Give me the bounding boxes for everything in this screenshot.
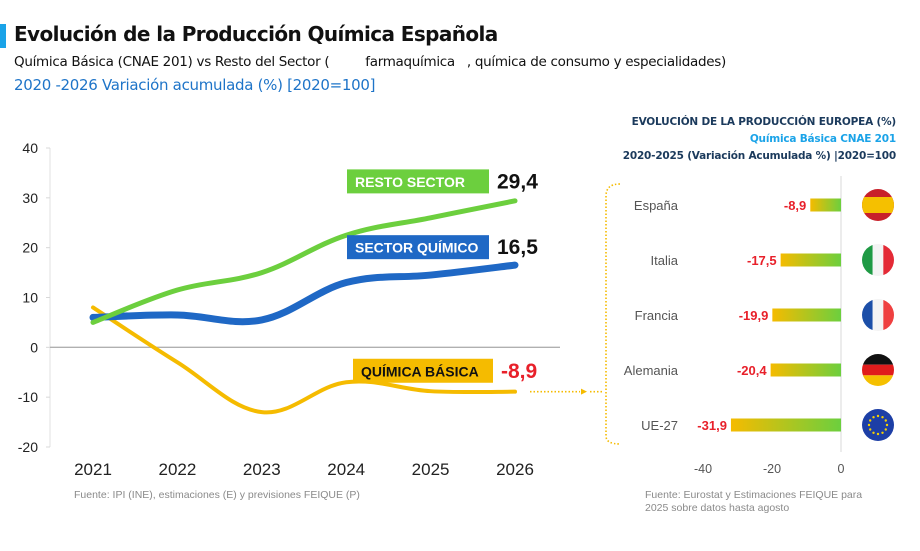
series-label: QUÍMICA BÁSICA <box>361 363 479 379</box>
y-tick-label: 0 <box>30 339 38 355</box>
series-end-value-label: -8,9 <box>501 360 537 383</box>
x-tick-label: 2025 <box>412 460 450 479</box>
bar-chart-period: 2020-2025 (Variación Acumulada %) |2020=… <box>622 150 896 162</box>
bar-value-label: -20,4 <box>737 363 767 378</box>
page-subtitle: Química Básica (CNAE 201) vs Resto del S… <box>14 54 726 70</box>
bar-x-tick-label: 0 <box>838 462 845 476</box>
flag-stripe <box>862 299 873 331</box>
bar <box>730 418 841 432</box>
flag-stripe <box>883 244 894 276</box>
flag-stripe <box>862 354 894 365</box>
bar <box>772 308 841 322</box>
flag-star <box>881 431 884 434</box>
y-tick-label: 40 <box>22 140 38 156</box>
bracket-dotted <box>605 183 621 445</box>
series-line-quimica-basica <box>91 305 517 415</box>
flag-star <box>881 416 884 419</box>
eu-flag-icon <box>862 409 894 441</box>
bar <box>810 198 841 212</box>
page-subtitle-period: 2020 -2026 Variación acumulada (%) [2020… <box>14 76 376 94</box>
bar-x-tick-label: -20 <box>763 462 781 476</box>
france-flag-icon <box>862 299 894 331</box>
bar-value-label: -31,9 <box>697 418 727 433</box>
bar-category-label: Francia <box>635 308 679 323</box>
flag-field <box>862 409 894 441</box>
title-accent-bar <box>0 24 6 48</box>
flag-star <box>867 423 871 427</box>
bar-category-label: Italia <box>651 253 679 268</box>
x-tick-label: 2022 <box>158 460 196 479</box>
series-label-box <box>347 235 489 260</box>
line-chart-source: Fuente: IPI (INE), estimaciones (E) y pr… <box>74 489 360 501</box>
flag-star <box>885 423 889 427</box>
spain-flag-icon <box>862 189 894 221</box>
series-label-box <box>353 358 493 383</box>
bar-chart-title: EVOLUCIÓN DE LA PRODUCCIÓN EUROPEA (%) <box>631 116 897 128</box>
flag-star <box>876 432 880 436</box>
bar-category-label: Alemania <box>624 363 679 378</box>
page-title: Evolución de la Producción Química Españ… <box>14 22 498 46</box>
series-line-sector-quimico <box>89 261 519 326</box>
x-tick-label: 2023 <box>243 460 281 479</box>
flag-star <box>869 428 872 431</box>
bar-category-label: UE-27 <box>641 418 678 433</box>
flag-star <box>872 416 875 419</box>
italy-flag-icon <box>862 244 894 276</box>
flag-star <box>884 419 887 422</box>
y-tick-label: 10 <box>22 290 38 306</box>
series-end-value-label: 29,4 <box>497 170 538 193</box>
series-end-value-label: 16,5 <box>497 236 538 259</box>
flag-stripe <box>862 197 894 213</box>
x-tick-label: 2021 <box>74 460 112 479</box>
flag-stripe <box>872 299 884 331</box>
flag-stripe <box>862 364 894 376</box>
bar-category-label: España <box>634 198 679 213</box>
x-tick-label: 2026 <box>496 460 534 479</box>
series-label: RESTO SECTOR <box>355 174 465 190</box>
y-tick-label: 20 <box>22 240 38 256</box>
flag-star <box>884 428 887 431</box>
y-tick-label: 30 <box>22 190 38 206</box>
y-tick-label: -10 <box>18 389 38 405</box>
flag-star <box>869 419 872 422</box>
flag-stripe <box>872 244 884 276</box>
bar <box>770 363 841 377</box>
bar-x-tick-label: -40 <box>694 462 712 476</box>
flag-star <box>872 431 875 434</box>
germany-flag-icon <box>862 354 894 386</box>
bar <box>780 253 841 267</box>
series-label-box <box>347 169 489 194</box>
flag-star <box>876 414 880 418</box>
flag-stripe <box>883 299 894 331</box>
series-line-resto-sector <box>90 198 518 325</box>
connector-arrow-icon <box>581 388 587 395</box>
bar-chart-source-line-2: 2025 sobre datos hasta agosto <box>645 502 790 514</box>
bar-value-label: -8,9 <box>784 198 806 213</box>
flag-stripe <box>862 375 894 386</box>
bar-chart-source: Fuente: Eurostat y Estimaciones FEIQUE p… <box>645 489 862 515</box>
bar-chart-subtitle: Química Básica CNAE 201 <box>749 133 896 145</box>
bar-value-label: -17,5 <box>747 253 777 268</box>
bar-value-label: -19,9 <box>739 308 769 323</box>
flag-stripe <box>862 244 873 276</box>
x-tick-label: 2024 <box>327 460 365 479</box>
y-tick-label: -20 <box>18 439 38 455</box>
series-label: SECTOR QUÍMICO <box>355 240 479 256</box>
bar-chart-source-line-1: Fuente: Eurostat y Estimaciones FEIQUE p… <box>645 489 863 501</box>
